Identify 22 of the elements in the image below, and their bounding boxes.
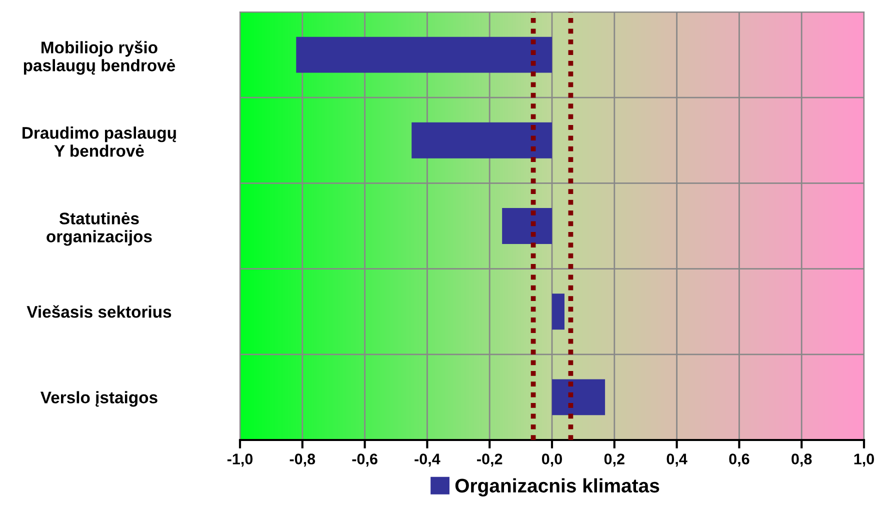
legend-label: Organizacnis klimatas (455, 478, 660, 496)
y-tick-label: Mobiliojo ryšio paslaugų bendrovė (24, 40, 176, 75)
bar (412, 122, 552, 158)
x-tick-label: -0,4 (414, 454, 440, 467)
y-tick-label: Verslo įstaigos (40, 391, 158, 407)
x-tick-label: 0,8 (792, 454, 812, 467)
x-tick-label: -0,8 (290, 454, 316, 467)
x-tick-label: 0,4 (666, 454, 688, 467)
bar (296, 36, 552, 73)
y-tick-label: Statutinės organizacijos (46, 212, 152, 246)
y-tick-label: Draudimo paslaugų Y bendrovė (22, 126, 176, 157)
bar (552, 379, 606, 416)
y-tick-label: Viešasis sektorius (26, 305, 172, 318)
bar (502, 208, 552, 244)
x-tick-label: 0,0 (542, 454, 562, 467)
x-tick-label: 1,0 (854, 454, 874, 467)
x-tick-label: -0,2 (477, 454, 502, 467)
x-tick-label: -0,6 (352, 454, 378, 467)
x-tick-label: 0,2 (604, 454, 624, 467)
x-tick-label: 0,6 (729, 454, 750, 467)
x-tick-label: -1,0 (227, 454, 253, 467)
bar (552, 294, 564, 330)
